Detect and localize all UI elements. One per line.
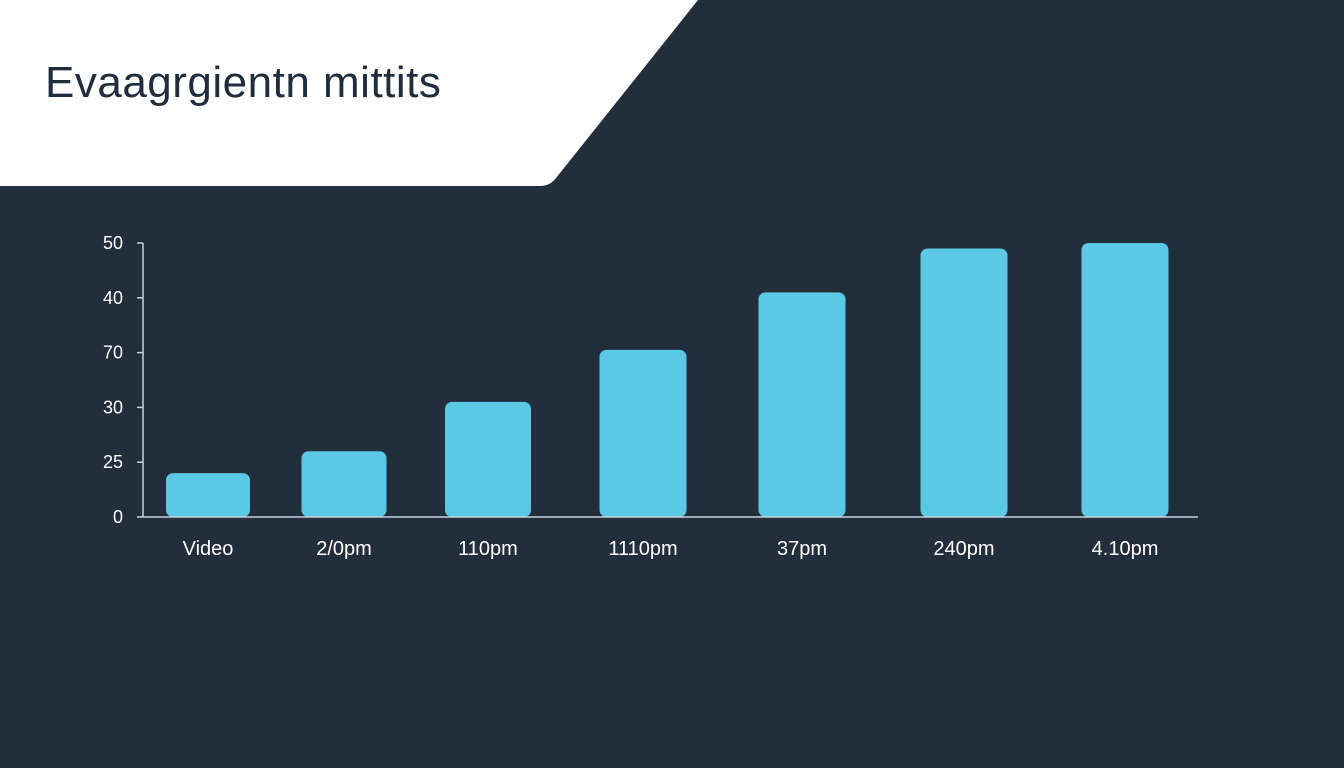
x-tick-label: 240pm xyxy=(933,538,994,560)
y-tick-label: 70 xyxy=(103,343,123,363)
x-tick-label: Video xyxy=(183,538,234,560)
bar xyxy=(301,451,387,517)
bar xyxy=(1081,243,1169,517)
y-tick-label: 0 xyxy=(113,507,123,527)
bar xyxy=(445,401,531,517)
y-tick-label: 25 xyxy=(103,452,123,472)
bar xyxy=(166,473,250,517)
bar xyxy=(599,349,687,517)
x-tick-label: 110pm xyxy=(458,538,518,560)
y-tick-label: 30 xyxy=(103,397,123,417)
y-tick-label: 40 xyxy=(103,288,123,308)
x-tick-label: 2/0pm xyxy=(316,538,372,560)
x-axis: Video 2/0pm 110pm 1110pm 37pm 240pm 4.10pm xyxy=(143,516,1198,560)
page-title: Evaagrgientn mittits xyxy=(45,58,442,107)
title-panel xyxy=(0,0,698,186)
x-tick-label: 1110pm xyxy=(608,538,677,560)
x-tick-label: 37pm xyxy=(777,538,827,560)
y-axis: 0 25 30 70 40 50 xyxy=(103,233,144,527)
x-tick-label: 4.10pm xyxy=(1092,538,1159,560)
bar xyxy=(758,292,846,517)
bars xyxy=(166,243,1169,518)
y-tick-label: 50 xyxy=(103,233,123,253)
bar xyxy=(920,248,1008,518)
